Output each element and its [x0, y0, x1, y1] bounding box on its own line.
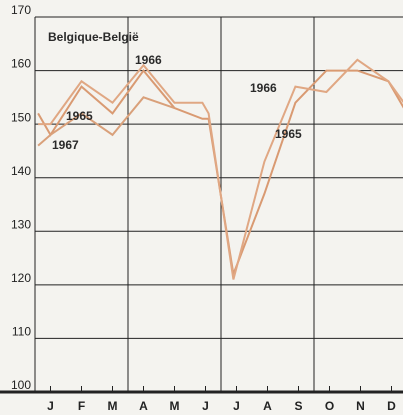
- x-tick-label: D: [387, 399, 396, 413]
- x-tick-label: M: [170, 399, 180, 413]
- y-tick-label: 100: [11, 378, 31, 392]
- y-tick-label: 110: [12, 325, 31, 339]
- annotation: Belgique-België: [48, 30, 139, 44]
- series-line: [38, 58, 403, 280]
- annotation: 1965: [275, 127, 302, 141]
- x-tick-label: F: [78, 399, 85, 413]
- x-tick-label: A: [263, 399, 272, 413]
- y-tick-label: 130: [11, 217, 31, 231]
- y-tick-label: 140: [11, 164, 31, 178]
- x-tick-label: J: [202, 399, 209, 413]
- x-tick-label: J: [47, 399, 54, 413]
- x-tick-label: O: [325, 399, 334, 413]
- annotation: 1966: [135, 53, 162, 67]
- annotation: 1966: [250, 81, 277, 95]
- y-tick-label: 150: [11, 110, 31, 124]
- annotation: 1967: [52, 138, 79, 152]
- y-tick-label: 120: [11, 271, 31, 285]
- x-tick-label: J: [233, 399, 240, 413]
- series-line: [37, 96, 175, 147]
- x-tick-label: S: [294, 399, 302, 413]
- x-tick-label: M: [108, 399, 118, 413]
- annotation: 1965: [66, 109, 93, 123]
- y-tick-label: 170: [11, 3, 31, 17]
- y-tick-label: 160: [11, 57, 31, 71]
- x-tick-label: A: [139, 399, 148, 413]
- x-tick-label: N: [356, 399, 365, 413]
